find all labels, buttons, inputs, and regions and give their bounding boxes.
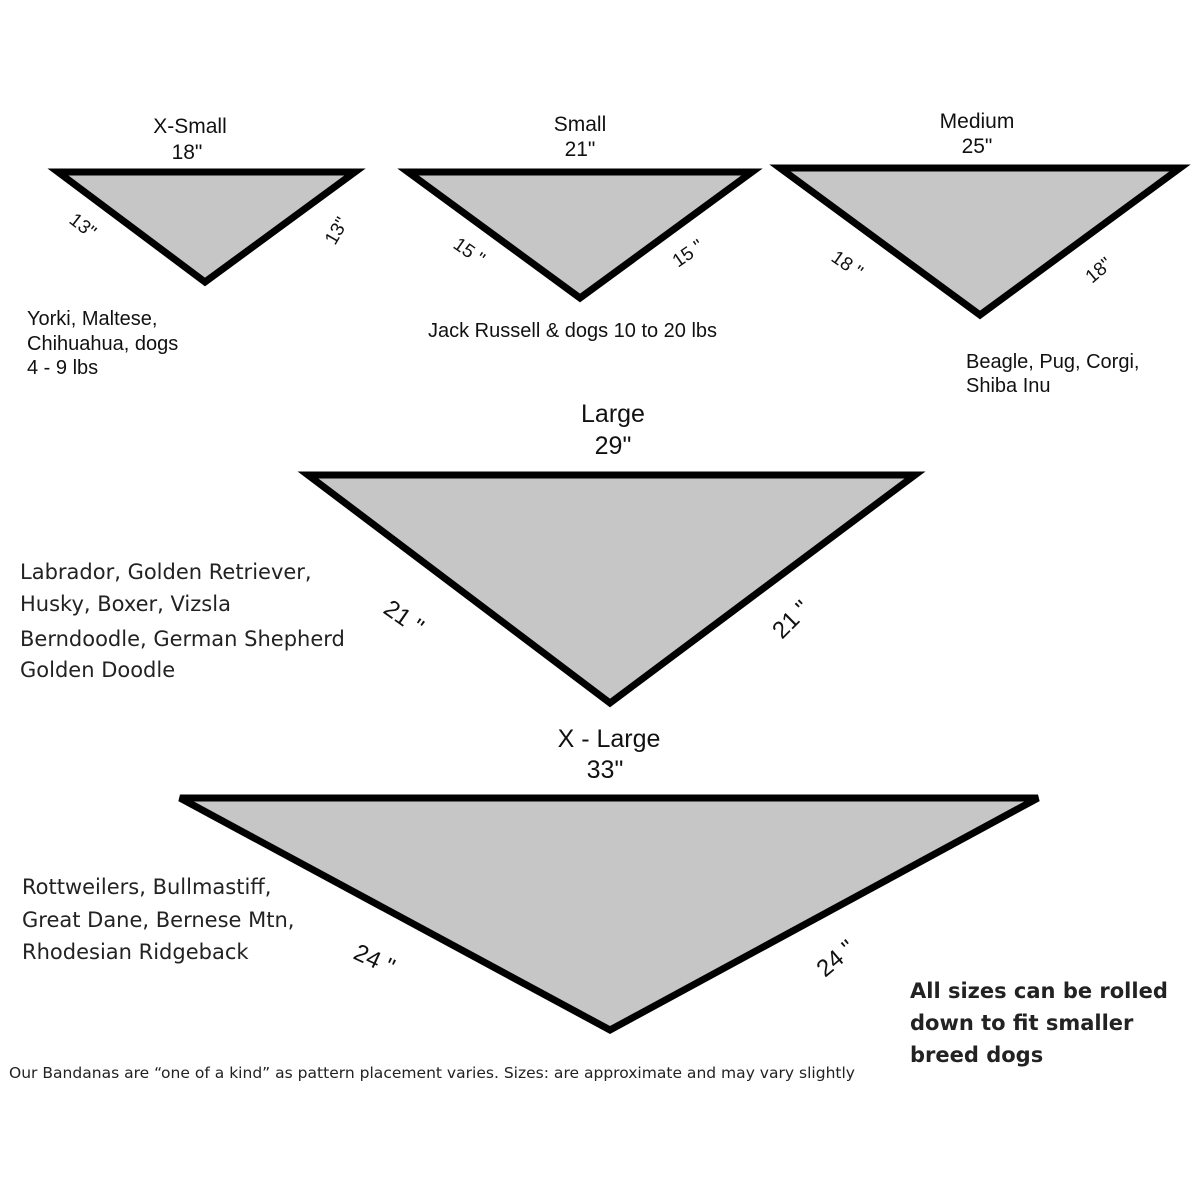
breed-line: Beagle, Pug, Corgi, bbox=[966, 351, 1139, 373]
breed-line: Rhodesian Ridgeback bbox=[22, 940, 249, 964]
breed-line: Berndoodle, German Shepherd bbox=[20, 627, 345, 651]
size-small: Small 21" 15 " 15 " Jack Russell & dogs … bbox=[397, 113, 763, 342]
breed-line: Jack Russell & dogs 10 to 20 lbs bbox=[428, 320, 717, 342]
note-line: All sizes can be rolled bbox=[910, 979, 1168, 1003]
breed-line: Husky, Boxer, Vizsla bbox=[20, 592, 231, 616]
size-x-large: X - Large 33" 24 " 24 " Rottweilers, Bul… bbox=[22, 725, 1040, 1034]
note-line: down to fit smaller bbox=[910, 1011, 1134, 1035]
size-name: Medium bbox=[940, 110, 1015, 133]
bandana-triangle bbox=[397, 168, 763, 303]
bandana-triangle bbox=[297, 471, 926, 708]
side-left: 15 " bbox=[449, 234, 488, 270]
breed-line: Rottweilers, Bullmastiff, bbox=[22, 875, 271, 899]
size-width: 33" bbox=[587, 756, 624, 784]
breed-line: Great Dane, Bernese Mtn, bbox=[22, 908, 294, 932]
size-name: X-Small bbox=[153, 115, 227, 138]
breed-line: 4 - 9 lbs bbox=[27, 357, 98, 379]
size-width: 29" bbox=[595, 432, 632, 460]
rolled-down-note: All sizes can be rolled down to fit smal… bbox=[910, 979, 1168, 1067]
note-line: breed dogs bbox=[910, 1043, 1043, 1067]
bandana-triangle bbox=[769, 164, 1191, 320]
bandana-triangle bbox=[47, 168, 366, 287]
breed-line: Golden Doodle bbox=[20, 658, 175, 682]
breed-line: Yorki, Maltese, bbox=[27, 308, 157, 330]
size-name: Small bbox=[554, 113, 607, 136]
side-left: 13" bbox=[65, 209, 100, 243]
side-right: 18" bbox=[1082, 254, 1117, 288]
bandana-triangle bbox=[178, 794, 1040, 1034]
side-left: 24 " bbox=[349, 939, 398, 981]
side-right: 21 " bbox=[767, 596, 816, 645]
side-left: 21 " bbox=[379, 595, 429, 641]
size-name: X - Large bbox=[558, 725, 661, 753]
size-width: 25" bbox=[962, 135, 993, 158]
size-x-small: X-Small 18" 13" 13" Yorki, Maltese, Chih… bbox=[27, 115, 366, 379]
side-right: 15 " bbox=[669, 236, 708, 272]
size-width: 21" bbox=[565, 138, 596, 161]
side-right: 24 " bbox=[812, 935, 861, 983]
size-large: Large 29" 21 " 21 " Labrador, Golden Ret… bbox=[20, 400, 926, 708]
side-right: 13" bbox=[321, 214, 353, 249]
size-medium: Medium 25" 18 " 18" Beagle, Pug, Corgi, … bbox=[769, 110, 1191, 397]
side-left: 18 " bbox=[827, 247, 866, 283]
breed-line: Chihuahua, dogs bbox=[27, 333, 178, 355]
breed-line: Shiba Inu bbox=[966, 375, 1051, 397]
size-name: Large bbox=[581, 400, 645, 428]
breed-line: Labrador, Golden Retriever, bbox=[20, 560, 312, 584]
size-width: 18" bbox=[172, 141, 203, 164]
footer-disclaimer: Our Bandanas are “one of a kind” as patt… bbox=[9, 1064, 855, 1082]
